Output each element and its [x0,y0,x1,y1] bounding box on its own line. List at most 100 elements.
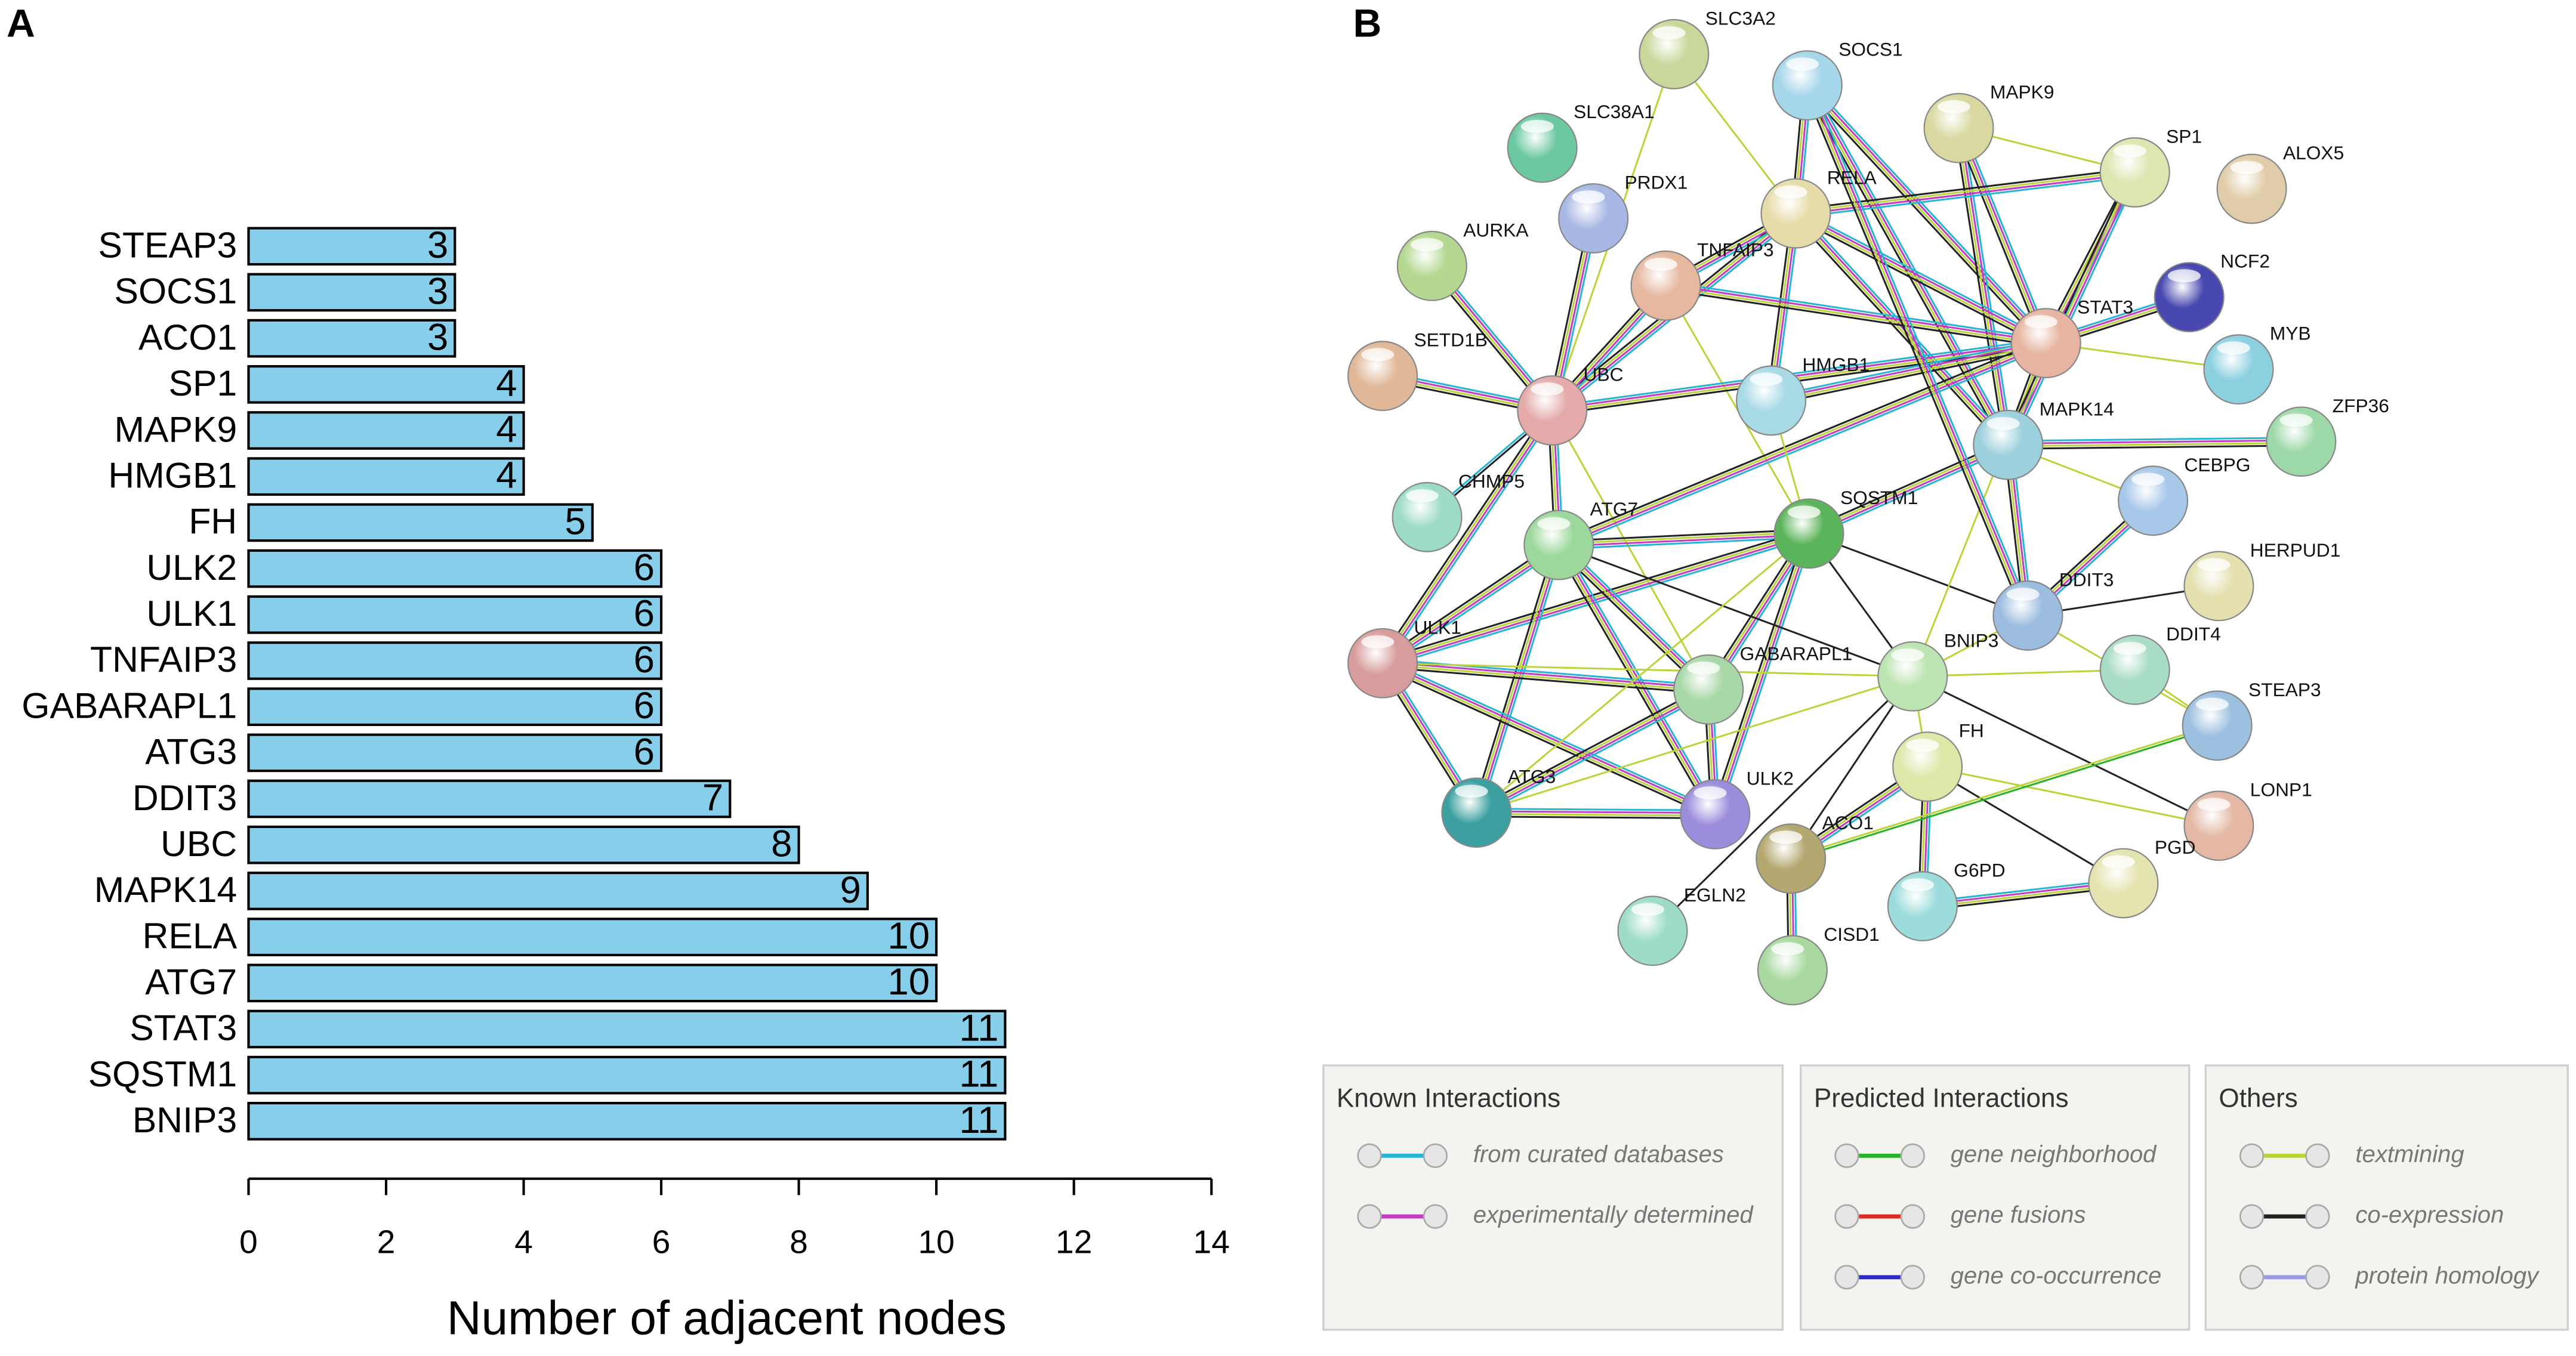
node-label: HMGB1 [1803,354,1870,375]
node-label: STAT3 [2077,296,2133,318]
network-edge [1807,440,2007,531]
legend-label: experimentally determined [1473,1202,1754,1228]
x-tick-label: 8 [789,1223,808,1260]
node-highlight [1644,258,1677,271]
bar-value-label: 4 [496,409,517,450]
legend-label: gene fusions [1951,1202,2086,1228]
x-tick-label: 12 [1056,1223,1092,1260]
node-label: NCF2 [2220,251,2270,272]
network-edge [1771,343,2047,403]
legend-node [1834,1204,1859,1229]
node-highlight [2113,641,2147,655]
node-highlight [1520,119,1554,133]
node-label: BNIP3 [1944,629,1999,651]
network-edge [2008,444,2302,450]
network-edge [1551,341,2046,410]
network-edge [1796,175,2136,218]
node-highlight [1361,635,1395,648]
bar-value-label: 6 [634,639,655,681]
network-edge [1807,84,2030,616]
node-highlight [1361,348,1395,362]
network-edge [1715,533,1812,816]
node-highlight [1537,517,1571,530]
network-edge [1382,531,1809,663]
y-tick-label: BNIP3 [132,1099,237,1140]
network-edge [1794,214,2008,447]
x-tick-label: 14 [1193,1223,1230,1260]
node-highlight [2131,472,2165,486]
node-highlight [1411,238,1444,252]
bar-value-label: 11 [960,1054,999,1095]
network-edge [1382,666,1708,694]
legend-label: protein homology [2355,1262,2540,1289]
node-highlight [1771,942,1804,956]
network-edge [1477,692,1711,817]
bar [247,733,663,773]
network-edge [1378,407,1550,662]
network-edge [1381,543,1559,663]
network-edge [1803,87,2044,347]
node-label: SETD1B [1414,329,1488,351]
network-edge [1558,529,1809,542]
bar [247,1009,1007,1049]
network-edge [1551,410,1710,690]
node-highlight [2024,315,2058,329]
node-highlight [2197,798,2231,811]
network-edge [1954,128,2006,446]
network-edge [1794,214,2046,345]
bar [247,227,456,266]
node-highlight [2197,558,2231,572]
legend-node [1423,1204,1448,1229]
network-edge [1383,661,1716,814]
node-label: TNFAIP3 [1697,239,1774,260]
network-edge [1810,83,2032,614]
network-edge [1809,445,2009,536]
bar [247,963,938,1003]
legend-node [1423,1143,1448,1168]
node-highlight [1937,100,1970,113]
legend-node [1900,1143,1926,1168]
node-label: DDIT3 [2059,569,2114,591]
node-highlight [2113,144,2147,158]
legend-node [1834,1265,1859,1290]
legend-label: gene co-occurrence [1951,1262,2161,1289]
bar-value-label: 6 [634,731,655,773]
network-edge [1383,410,1554,665]
node-label: LONP1 [2250,779,2312,801]
network-edge [1559,343,2047,548]
node-highlight [1769,830,1803,844]
x-tick-label: 6 [652,1223,671,1260]
y-tick-label: ATG3 [145,731,237,772]
bar-value-label: 6 [634,547,655,589]
network-edge [1474,685,1707,810]
legend-node [1900,1204,1926,1229]
x-tick-label: 10 [918,1223,954,1260]
legend-node [2239,1143,2265,1168]
bar-value-label: 7 [702,777,723,819]
network-edge [1384,547,1562,668]
node-label: RELA [1827,166,1877,188]
y-tick-label: SP1 [169,363,237,403]
network-edge [1381,663,1716,817]
node-label: ATG7 [1590,498,1638,520]
bar-value-label: 6 [634,685,655,727]
network-edge [1385,412,1556,666]
bar [247,1055,1007,1095]
network-edge [1476,690,1710,815]
bar [247,918,938,956]
network-edge [1476,533,1810,814]
legend-title: Known Interactions [1337,1083,1560,1113]
node-label: STEAP3 [2248,679,2321,700]
bar [247,641,663,680]
network-edge [1912,669,2135,678]
node-label: ATG3 [1508,766,1556,787]
y-tick-label: UBC [161,823,237,864]
bar [247,411,525,450]
node-highlight [1687,661,1720,675]
network-edge [1559,536,1809,550]
network-edge [1805,85,2028,617]
node-highlight [1901,878,1935,892]
legend-label: gene neighborhood [1951,1141,2157,1167]
bar [247,273,456,312]
network-edge [1810,83,2013,444]
